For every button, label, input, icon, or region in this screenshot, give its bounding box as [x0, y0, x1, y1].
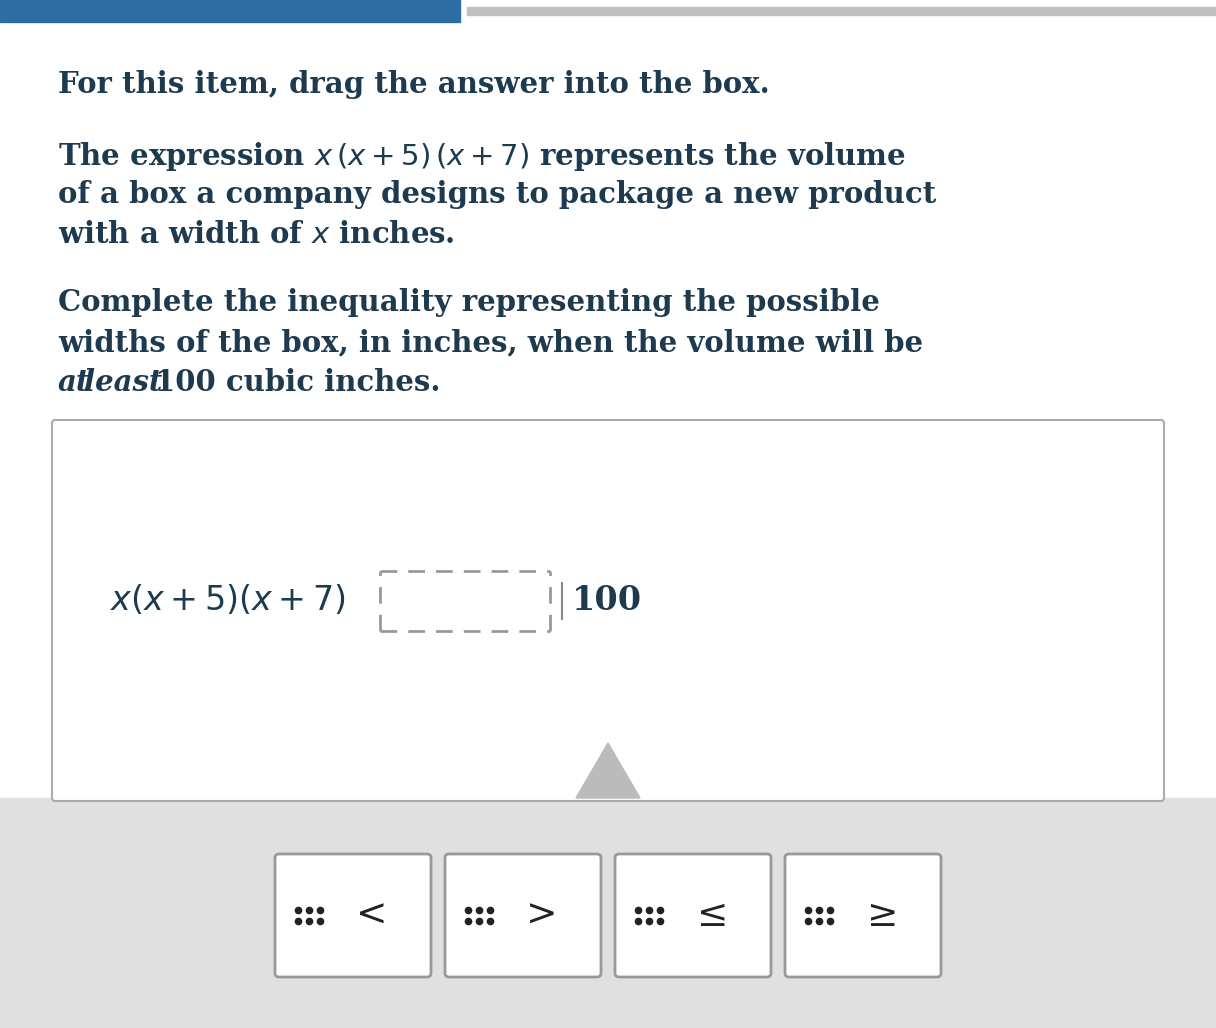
Text: with a width of $x$ inches.: with a width of $x$ inches. [58, 220, 455, 249]
Text: least: least [84, 368, 163, 397]
Polygon shape [576, 743, 640, 798]
Text: ≤: ≤ [697, 897, 728, 933]
Bar [0, 0, 460, 22]
Text: 100: 100 [572, 584, 642, 617]
FancyBboxPatch shape [615, 854, 771, 977]
FancyBboxPatch shape [786, 854, 941, 977]
Text: at: at [58, 368, 90, 397]
Text: $x(x+5)(x+7)$: $x(x+5)(x+7)$ [109, 584, 345, 618]
Text: >: > [527, 897, 558, 933]
Text: The expression $x\,(x + 5)\,(x + 7)$ represents the volume: The expression $x\,(x + 5)\,(x + 7)$ rep… [58, 140, 906, 173]
Text: <: < [356, 897, 388, 933]
FancyBboxPatch shape [445, 854, 601, 977]
Bar [0, 798, 1216, 1028]
Text: widths of the box, in inches, when the volume will be: widths of the box, in inches, when the v… [58, 328, 923, 357]
Text: For this item, drag the answer into the box.: For this item, drag the answer into the … [58, 70, 770, 99]
Text: 100 cubic inches.: 100 cubic inches. [154, 368, 440, 397]
Text: Complete the inequality representing the possible: Complete the inequality representing the… [58, 288, 880, 317]
Bar [467, 7, 1216, 15]
FancyBboxPatch shape [52, 420, 1164, 801]
Text: of a box a company designs to package a new product: of a box a company designs to package a … [58, 180, 936, 209]
Text: ≥: ≥ [867, 897, 897, 933]
FancyBboxPatch shape [275, 854, 430, 977]
